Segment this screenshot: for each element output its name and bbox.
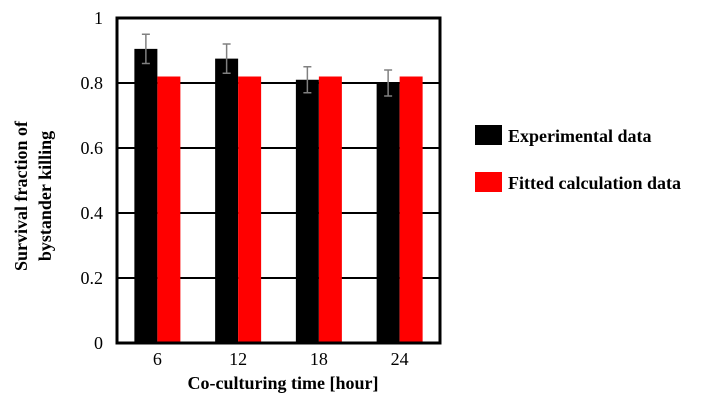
legend-swatch-fitted <box>475 172 502 192</box>
error-bar-24 <box>384 69 393 97</box>
error-bars <box>141 33 393 97</box>
legend-swatch-experimental <box>475 125 502 145</box>
legend-label-experimental: Experimental data <box>508 126 652 146</box>
bars <box>134 48 423 343</box>
error-bar-6 <box>141 33 150 65</box>
bar-experimental-18 <box>295 79 319 343</box>
x-tick-label: 18 <box>310 349 328 369</box>
x-tick-label: 6 <box>153 349 162 369</box>
y-tick-label: 0 <box>94 333 103 353</box>
error-bar-12 <box>222 43 231 74</box>
bar-experimental-12 <box>215 58 239 343</box>
legend-label-fitted: Fitted calculation data <box>508 173 681 193</box>
legend: Experimental data Fitted calculation data <box>475 125 681 193</box>
bar-fitted-6 <box>157 76 181 343</box>
y-axis-title-line-2: bystander killing <box>35 131 55 261</box>
x-axis-title: Co-culturing time [hour] <box>188 373 379 393</box>
bar-fitted-12 <box>238 76 262 343</box>
y-tick-label: 0.6 <box>81 138 104 158</box>
bar-fitted-18 <box>318 76 342 343</box>
x-tick-labels: 6 12 18 24 <box>153 349 409 369</box>
y-tick-label: 0.4 <box>81 203 104 223</box>
plot-frame <box>115 16 442 345</box>
x-tick-label: 12 <box>229 349 247 369</box>
y-tick-label: 0.8 <box>81 73 104 93</box>
y-tick-label: 0.2 <box>81 268 104 288</box>
y-axis-title-line-1: Survival fraction of <box>11 120 31 271</box>
x-tick-label: 24 <box>391 349 409 369</box>
bar-fitted-24 <box>399 76 423 343</box>
y-tick-label: 1 <box>94 8 103 28</box>
bar-experimental-24 <box>376 83 400 343</box>
bar-experimental-6 <box>134 48 158 343</box>
y-tick-labels: 0 0.2 0.4 0.6 0.8 1 <box>81 8 104 353</box>
error-bar-18 <box>303 66 312 94</box>
